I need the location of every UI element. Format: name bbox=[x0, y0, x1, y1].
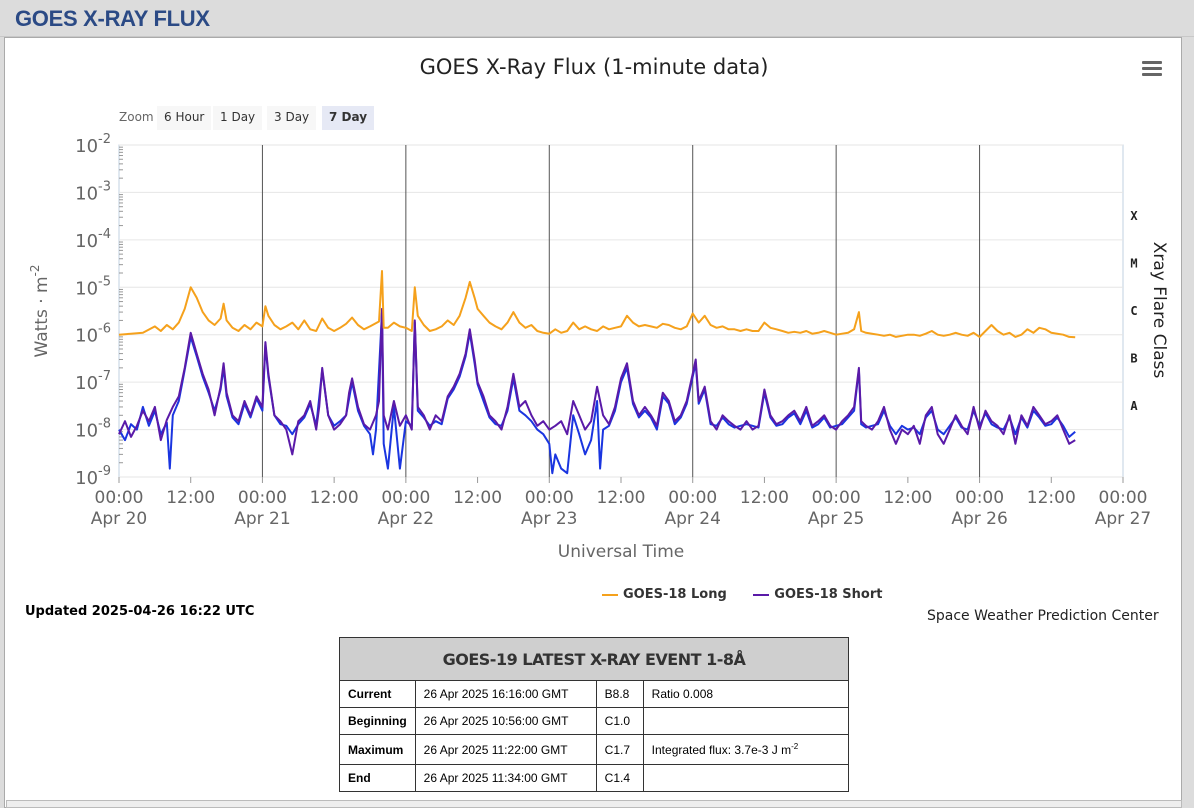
row-label: Maximum bbox=[339, 734, 416, 765]
hamburger-menu-icon[interactable] bbox=[1142, 61, 1162, 77]
y-tick-label: 10-3 bbox=[75, 179, 111, 204]
chart-legend: GOES-18 Long GOES-18 Short bbox=[602, 587, 904, 602]
x-tick-label-time: 00:00 bbox=[955, 488, 1004, 508]
x-tick-label-time: 00:00 bbox=[238, 488, 287, 508]
credits-text[interactable]: Space Weather Prediction Center bbox=[927, 608, 1159, 624]
zoom-6-hour-button[interactable]: 6 Hour bbox=[157, 106, 212, 130]
integrated-flux-text: Integrated flux: 3.7e-3 J m bbox=[651, 743, 792, 757]
x-tick-label-date: Apr 20 bbox=[91, 509, 147, 529]
updated-timestamp: Updated 2025-04-26 16:22 UTC bbox=[25, 604, 255, 619]
y-axis-label: Watts · m-2 bbox=[28, 264, 52, 357]
event-table-title: GOES-19 LATEST X-RAY EVENT 1-8Å bbox=[339, 637, 849, 681]
integrated-flux-sup: -2 bbox=[791, 742, 799, 751]
legend-label-short: GOES-18 Short bbox=[774, 587, 883, 602]
bottom-bar bbox=[6, 800, 1182, 808]
series-line-0 bbox=[118, 270, 1076, 339]
chart-title: GOES X-Ray Flux (1-minute data) bbox=[419, 55, 769, 79]
zoom-7-day-button[interactable]: 7 Day bbox=[322, 106, 375, 130]
x-tick-label-time: 12:00 bbox=[453, 488, 502, 508]
y-tick-label: 10-5 bbox=[75, 274, 111, 299]
right-axis-label: Xray Flare Class bbox=[1149, 242, 1169, 379]
zoom-3-day-button[interactable]: 3 Day bbox=[267, 106, 317, 130]
flare-class-label: B bbox=[1130, 351, 1137, 365]
zoom-1-day-button[interactable]: 1 Day bbox=[213, 106, 263, 130]
x-tick-label-date: Apr 25 bbox=[808, 509, 864, 529]
y-tick-label: 10-9 bbox=[75, 464, 111, 489]
table-row: End 26 Apr 2025 11:34:00 GMT C1.4 bbox=[339, 764, 850, 792]
row-label: Current bbox=[339, 680, 416, 708]
row-time: 26 Apr 2025 11:34:00 GMT bbox=[414, 764, 597, 792]
row-time: 26 Apr 2025 10:56:00 GMT bbox=[414, 707, 597, 735]
x-tick-label-time: 12:00 bbox=[310, 488, 359, 508]
row-extra bbox=[642, 707, 850, 735]
table-row: Current 26 Apr 2025 16:16:00 GMT B8.8 Ra… bbox=[339, 680, 850, 708]
x-tick-label-date: Apr 22 bbox=[378, 509, 434, 529]
y-tick-label: 10-7 bbox=[75, 369, 111, 394]
row-class: C1.4 bbox=[595, 764, 644, 792]
row-class: B8.8 bbox=[595, 680, 644, 708]
x-tick-label-time: 00:00 bbox=[1099, 488, 1148, 508]
x-tick-label-date: Apr 24 bbox=[664, 509, 720, 529]
row-time: 26 Apr 2025 11:22:00 GMT bbox=[414, 734, 597, 765]
x-tick-label-date: Apr 27 bbox=[1095, 509, 1151, 529]
plot-area bbox=[118, 144, 1124, 478]
xray-event-table: GOES-19 LATEST X-RAY EVENT 1-8Å Current … bbox=[339, 637, 850, 792]
legend-item-goes18-long[interactable]: GOES-18 Long bbox=[602, 587, 727, 602]
row-extra: Ratio 0.008 bbox=[642, 680, 850, 708]
row-class: C1.0 bbox=[595, 707, 644, 735]
row-class: C1.7 bbox=[595, 734, 644, 765]
row-label: End bbox=[339, 764, 416, 792]
x-axis-label: Universal Time bbox=[558, 542, 684, 562]
x-tick-label-time: 00:00 bbox=[668, 488, 717, 508]
table-row: Beginning 26 Apr 2025 10:56:00 GMT C1.0 bbox=[339, 707, 850, 735]
x-tick-label-date: Apr 23 bbox=[521, 509, 577, 529]
x-tick-label-time: 12:00 bbox=[597, 488, 646, 508]
y-tick-label: 10-4 bbox=[75, 227, 111, 252]
legend-label-long: GOES-18 Long bbox=[623, 587, 727, 602]
x-tick-label-time: 12:00 bbox=[1027, 488, 1076, 508]
x-tick-label-date: Apr 26 bbox=[951, 509, 1007, 529]
flare-class-label: X bbox=[1130, 209, 1138, 223]
page-header: GOES X-RAY FLUX bbox=[0, 0, 1194, 37]
flare-class-label: C bbox=[1130, 304, 1137, 318]
y-tick-label: 10-6 bbox=[75, 322, 111, 347]
x-tick-label-time: 12:00 bbox=[883, 488, 932, 508]
legend-item-goes18-short[interactable]: GOES-18 Short bbox=[753, 587, 882, 602]
y-tick-label: 10-2 bbox=[75, 132, 111, 157]
row-extra-integrated-flux: Integrated flux: 3.7e-3 J m-2 bbox=[642, 734, 850, 765]
legend-swatch-short bbox=[753, 593, 770, 596]
x-tick-label-time: 12:00 bbox=[166, 488, 215, 508]
x-tick-label-time: 12:00 bbox=[740, 488, 789, 508]
legend-swatch-long bbox=[602, 593, 618, 596]
table-row: Maximum 26 Apr 2025 11:22:00 GMT C1.7 In… bbox=[339, 734, 850, 765]
row-time: 26 Apr 2025 16:16:00 GMT bbox=[414, 680, 597, 708]
x-tick-label-time: 00:00 bbox=[812, 488, 861, 508]
flare-class-label: A bbox=[1130, 399, 1138, 413]
page-title: GOES X-RAY FLUX bbox=[15, 6, 210, 31]
flare-class-label: M bbox=[1130, 257, 1137, 271]
x-tick-label-time: 00:00 bbox=[525, 488, 574, 508]
row-label: Beginning bbox=[339, 707, 416, 735]
row-extra bbox=[642, 764, 850, 792]
series-line-1 bbox=[118, 307, 1076, 456]
zoom-label: Zoom bbox=[119, 110, 154, 124]
x-tick-label-time: 00:00 bbox=[381, 488, 430, 508]
x-tick-label-time: 00:00 bbox=[95, 488, 144, 508]
x-tick-label-date: Apr 21 bbox=[234, 509, 290, 529]
y-tick-label: 10-8 bbox=[75, 417, 111, 442]
